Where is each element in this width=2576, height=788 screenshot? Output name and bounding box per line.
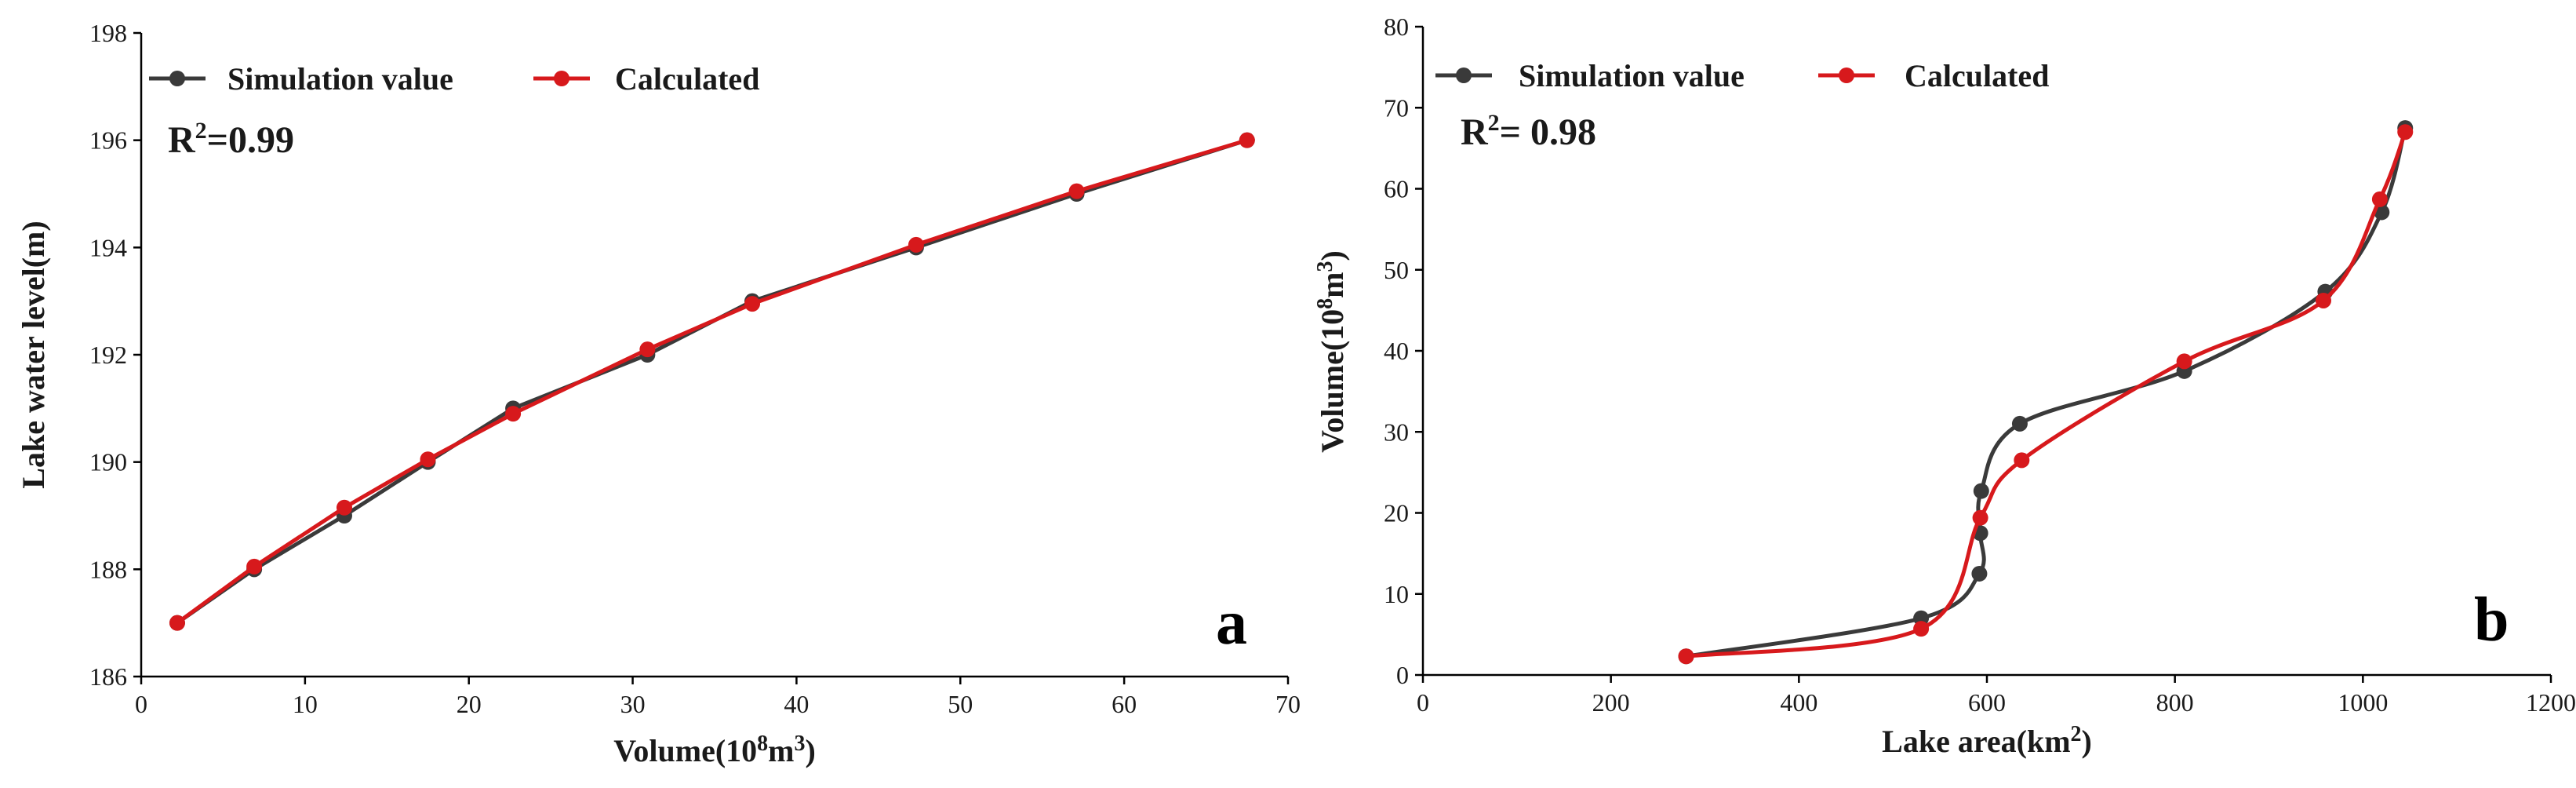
panel-b-y-tick-label: 70 <box>1384 93 1409 122</box>
panel-a-x-tick-label: 10 <box>293 690 318 718</box>
panel-b-y-tick-label: 20 <box>1384 499 1409 527</box>
panel-b-series-line-calculated <box>1686 131 2407 658</box>
panel-b-x-tick-label: 600 <box>1968 688 2006 717</box>
panel-a-y-tick-label: 186 <box>89 662 127 691</box>
panel-b-y-tick-label: 10 <box>1384 580 1409 608</box>
panel-b-r2-annotation: R2= 0.98 <box>1461 110 1596 153</box>
panel-a-x-tick-label: 0 <box>135 690 147 718</box>
panel-b-point-calculated <box>2014 452 2030 469</box>
panel-b-x-tick-label: 0 <box>1417 688 1429 717</box>
panel-b-y-tick-label: 40 <box>1384 337 1409 365</box>
panel-a-series-line-simulation-value <box>176 138 1248 625</box>
panel-a-x-tick-label: 50 <box>948 690 973 718</box>
legend-marker-simulation-b <box>1456 67 1472 83</box>
panel-b-point-simulation-value <box>1973 483 1989 499</box>
panel-b-point-calculated <box>1913 621 1930 637</box>
panel-a-point-calculated <box>1068 183 1085 199</box>
legend-marker-calculated <box>554 71 569 86</box>
panel-a: 0 10 20 30 40 50 60 70 186 188 190 192 194 196 198 Si… <box>16 19 1301 768</box>
panel-b-point-simulation-value <box>2011 415 2028 432</box>
panel-a-legend: Simulation value Calculated <box>149 61 759 97</box>
legend-label-calculated-b: Calculated <box>1905 58 2049 93</box>
panel-a-x-tick-label: 60 <box>1112 690 1137 718</box>
panel-a-y-axis-label: Lake water level(m) <box>16 221 51 488</box>
panel-b-x-tick-label: 1000 <box>2338 688 2388 717</box>
panel-a-point-calculated <box>336 499 352 516</box>
panel-a-x-axis-label: Volume(108m3) <box>613 731 816 768</box>
panel-b-tag: b <box>2474 586 2509 655</box>
panel-a-y-tick-label: 188 <box>89 555 127 583</box>
panel-b-point-simulation-value <box>1971 565 1988 582</box>
panel-b-x-tick-label: 200 <box>1592 688 1630 717</box>
legend-marker-calculated-b <box>1839 67 1854 83</box>
panel-a-x-tick-label: 20 <box>457 690 482 718</box>
panel-a-y-tick-label: 190 <box>89 448 127 476</box>
panel-b-y-tick-label: 60 <box>1384 175 1409 203</box>
panel-a-point-calculated <box>420 451 436 468</box>
legend-label-simulation: Simulation value <box>227 61 453 97</box>
panel-a-tag: a <box>1216 589 1247 658</box>
panel-b-point-calculated <box>1678 648 1694 665</box>
panel-b-series-line-simulation-value <box>1686 127 2407 658</box>
panel-a-point-calculated <box>908 236 924 253</box>
panel-a-point-calculated <box>639 341 656 358</box>
panel-a-series-line-calculated <box>176 138 1248 625</box>
legend-label-calculated: Calculated <box>615 61 759 97</box>
panel-a-point-calculated <box>246 558 263 575</box>
panel-b-point-calculated <box>2397 124 2414 140</box>
panel-b: 0 200 400 600 800 1000 1200 01020304050607080 … <box>1313 13 2576 759</box>
panel-b-x-tick-label: 1200 <box>2526 688 2576 717</box>
panel-b-x-tick-label: 400 <box>1780 688 1817 717</box>
panel-b-legend: Simulation value Calculated <box>1435 58 2049 93</box>
panel-b-point-calculated <box>2176 353 2192 370</box>
panel-a-y-tick-label: 194 <box>89 233 127 261</box>
panel-a-point-calculated <box>505 406 522 422</box>
panel-b-point-calculated <box>1972 509 1988 526</box>
panel-b-point-calculated <box>2371 191 2388 207</box>
panel-a-r2-annotation: R2=0.99 <box>168 118 294 161</box>
panel-b-y-axis-label: Volume(108m3) <box>1313 250 1350 453</box>
panel-b-point-calculated <box>2316 292 2332 308</box>
panel-a-y-tick-label: 198 <box>89 19 127 47</box>
panel-a-x-tick-label: 70 <box>1275 690 1301 718</box>
panel-a-y-tick-label: 196 <box>89 126 127 155</box>
panel-a-point-calculated <box>1239 132 1255 148</box>
panel-b-y-tick-label: 80 <box>1384 13 1409 41</box>
panel-b-x-tick-label: 800 <box>2156 688 2194 717</box>
panel-a-point-calculated <box>169 615 185 631</box>
legend-label-simulation-b: Simulation value <box>1519 58 1745 93</box>
panel-a-x-tick-label: 40 <box>784 690 809 718</box>
panel-b-y-tick-label: 50 <box>1384 256 1409 284</box>
panel-b-x-axis-label: Lake area(km2) <box>1882 722 2092 759</box>
panel-b-y-tick-label: 0 <box>1396 661 1409 689</box>
panel-b-y-tick-label: 30 <box>1384 418 1409 446</box>
panel-a-y-tick-label: 192 <box>89 341 127 369</box>
panel-a-point-calculated <box>744 296 761 312</box>
panel-a-x-tick-label: 30 <box>620 690 646 718</box>
legend-marker-simulation <box>169 71 185 86</box>
